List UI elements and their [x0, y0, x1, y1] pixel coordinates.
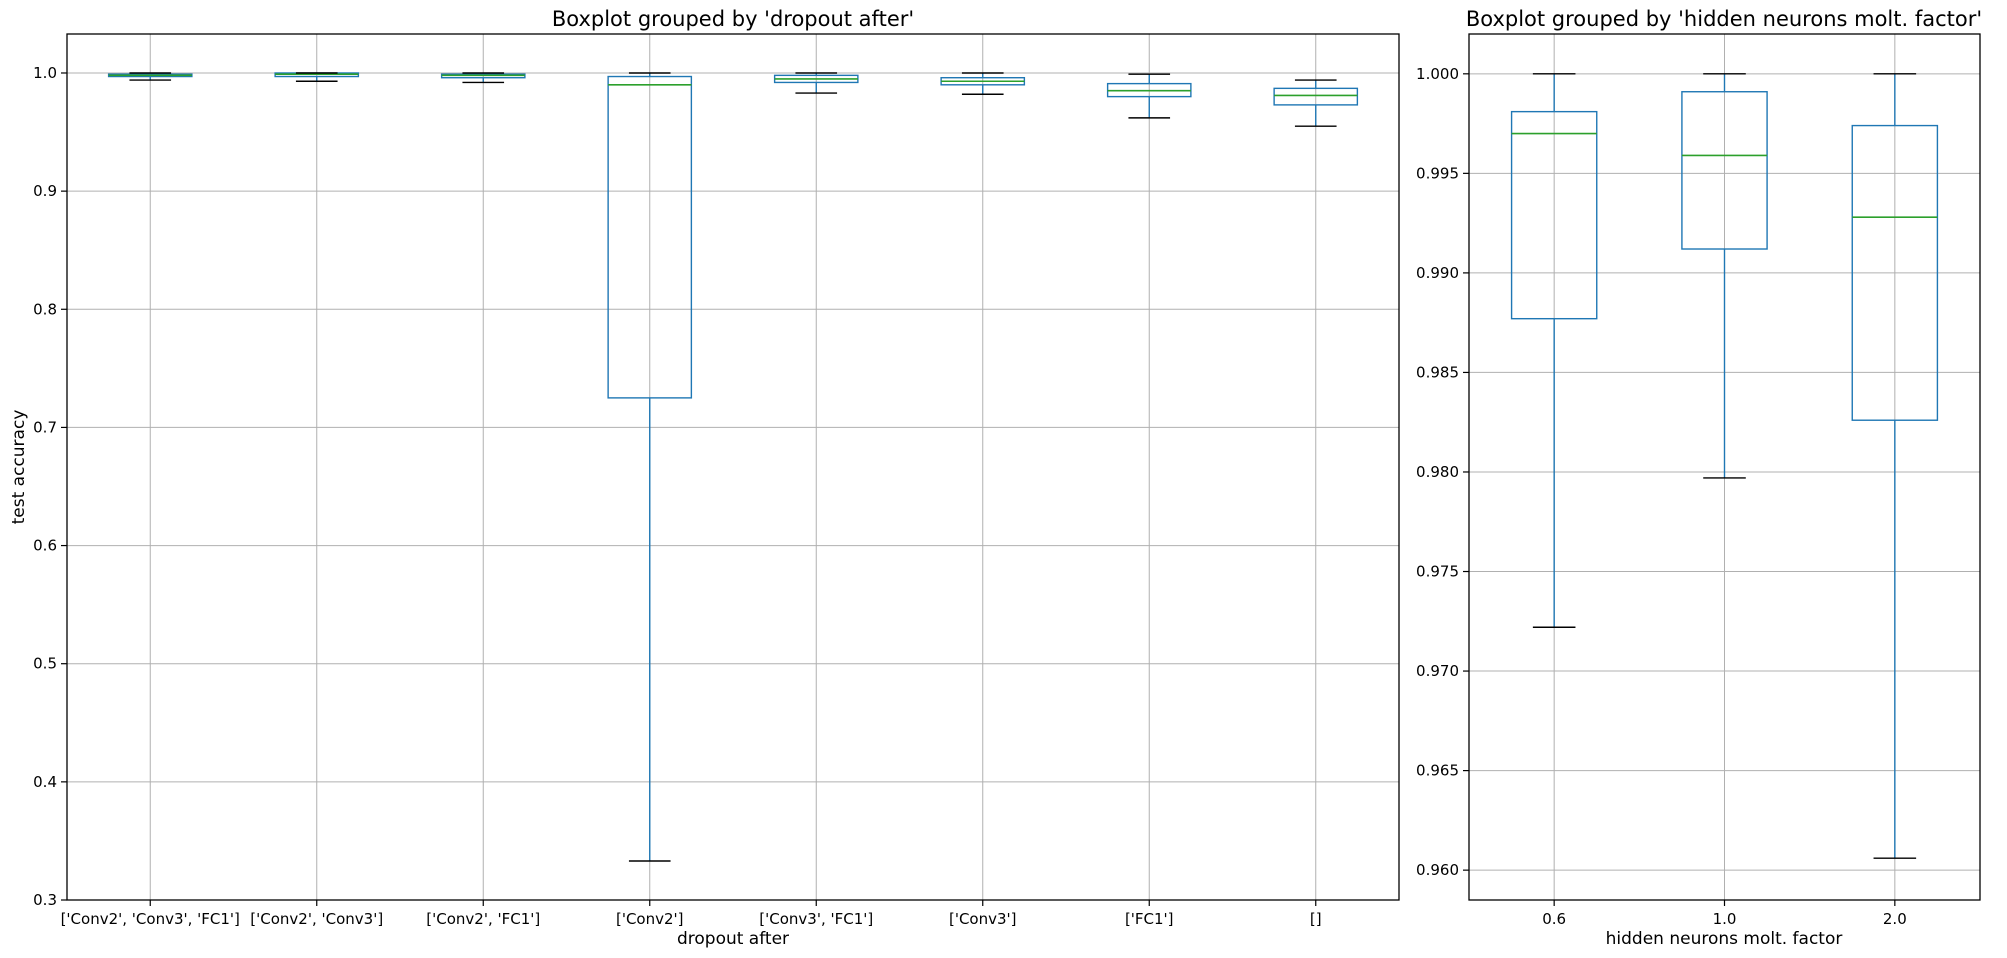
hidden-neurons-y-tick-label: 0.995 — [1416, 164, 1459, 182]
dropout-after-box-1 — [107, 72, 193, 81]
dropout-after-y-tick-label: 0.6 — [33, 537, 57, 555]
hidden-neurons-x-tick-label: 1.0 — [1713, 910, 1737, 928]
dropout-after-box-body — [607, 75, 693, 399]
dropout-after-box-3 — [440, 72, 526, 84]
dropout-after-y-tick-label: 0.3 — [33, 891, 57, 909]
dropout-after-boxes — [107, 72, 1359, 862]
dropout-after-x-tick-label: ['FC1'] — [1125, 910, 1174, 928]
hidden-neurons-y-tick-label: 0.965 — [1416, 762, 1459, 780]
dropout-after-title: Boxplot grouped by 'dropout after' — [552, 7, 914, 31]
hidden-neurons-box-body — [1851, 124, 1939, 421]
dropout-after-x-tick-label: ['Conv2'] — [616, 910, 684, 928]
dropout-after-y-tick-label: 0.7 — [33, 418, 57, 436]
dropout-after-grid — [67, 34, 1399, 901]
hidden-neurons-y-tick-label: 0.980 — [1416, 463, 1459, 481]
hidden-neurons-y-ticks: 0.960 0.965 0.970 0.975 0.980 0.985 0.990 0.995… — [1416, 65, 1469, 879]
dropout-after-y-label: test accuracy — [9, 410, 29, 525]
hidden-neurons-y-tick-label: 0.990 — [1416, 264, 1459, 282]
hidden-neurons-box-3 — [1851, 73, 1939, 859]
dropout-after-box-5 — [773, 72, 859, 94]
hidden-neurons-box-1 — [1510, 73, 1598, 628]
dropout-after-y-tick-label: 0.8 — [33, 300, 57, 318]
hidden-neurons-axes: 0.960 0.965 0.970 0.975 0.980 0.985 0.990 0.995… — [1416, 7, 1982, 949]
hidden-neurons-boxes — [1510, 73, 1939, 859]
dropout-after-y-tick-label: 0.9 — [33, 182, 57, 200]
hidden-neurons-x-tick-label: 2.0 — [1883, 910, 1907, 928]
dropout-after-x-tick-label: ['Conv2', 'Conv3'] — [250, 910, 383, 928]
dropout-after-x-label: dropout after — [677, 929, 789, 949]
dropout-after-y-tick-label: 1.0 — [33, 64, 57, 82]
hidden-neurons-y-tick-label: 0.970 — [1416, 662, 1459, 680]
dropout-after-x-tick-label: ['Conv2', 'Conv3', 'FC1'] — [61, 910, 240, 928]
dropout-after-x-tick-label: ['Conv3', 'FC1'] — [759, 910, 873, 928]
dropout-after-box-7 — [1106, 73, 1192, 119]
dropout-after-box-8 — [1273, 79, 1359, 127]
hidden-neurons-y-tick-label: 0.985 — [1416, 363, 1459, 381]
dropout-after-x-tick-label: [] — [1310, 910, 1322, 928]
hidden-neurons-box-2 — [1681, 73, 1768, 479]
dropout-after-x-tick-label: ['Conv2', 'FC1'] — [426, 910, 540, 928]
dropout-after-box-4 — [607, 72, 693, 862]
hidden-neurons-y-tick-label: 0.975 — [1416, 563, 1459, 581]
dropout-after-box-2 — [274, 72, 360, 82]
dropout-after-y-ticks: 0.3 0.4 0.5 0.6 0.7 0.8 0.9 1.0 — [33, 64, 67, 909]
dropout-after-frame — [66, 33, 1400, 901]
hidden-neurons-x-tick-label: 0.6 — [1542, 910, 1566, 928]
dropout-after-box-6 — [940, 72, 1026, 95]
hidden-neurons-title: Boxplot grouped by 'hidden neurons molt.… — [1466, 7, 1982, 31]
hidden-neurons-x-ticks: 0.6 1.0 2.0 — [1542, 900, 1907, 928]
dropout-after-y-tick-label: 0.4 — [33, 773, 57, 791]
dropout-after-x-ticks: ['Conv2', 'Conv3', 'FC1'] ['Conv2', 'Conv… — [61, 900, 1322, 928]
hidden-neurons-box-body — [1510, 110, 1598, 320]
hidden-neurons-y-tick-label: 1.000 — [1416, 65, 1459, 83]
dropout-after-y-tick-label: 0.5 — [33, 655, 57, 673]
dropout-after-x-tick-label: ['Conv3'] — [949, 910, 1017, 928]
hidden-neurons-y-tick-label: 0.960 — [1416, 861, 1459, 879]
dropout-after-axes: 0.3 0.4 0.5 0.6 0.7 0.8 0.9 1.0 ['Conv2', 'Conv… — [9, 7, 1400, 949]
hidden-neurons-x-label: hidden neurons molt. factor — [1606, 929, 1843, 949]
dropout-after-box-body — [1273, 87, 1359, 106]
hidden-neurons-box-body — [1681, 91, 1768, 250]
